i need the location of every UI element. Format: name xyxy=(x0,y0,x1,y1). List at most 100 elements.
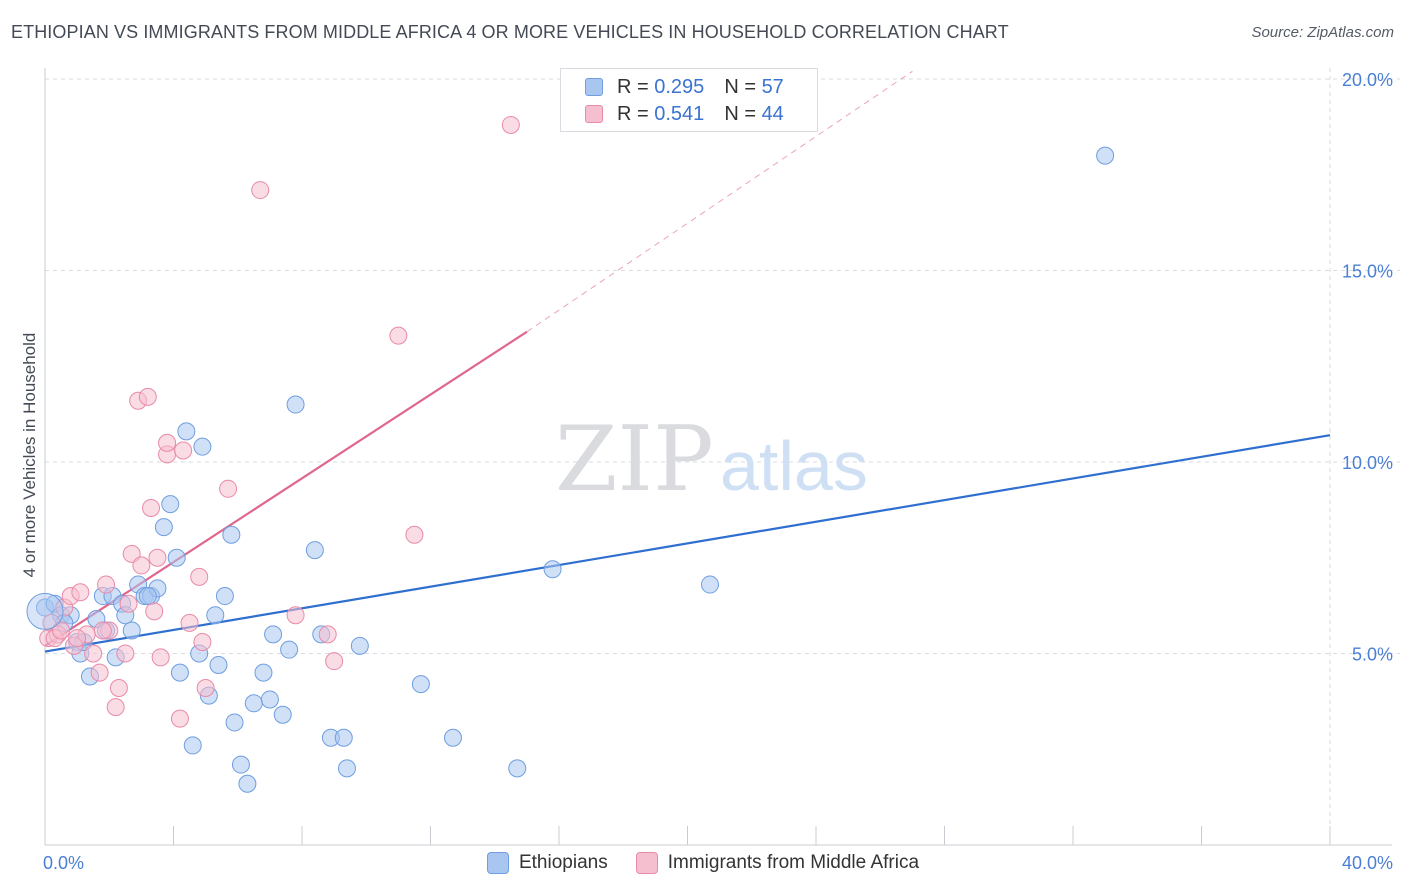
legend-n-label: N = xyxy=(724,75,756,98)
data-point xyxy=(318,625,337,644)
data-point xyxy=(222,525,241,544)
data-point xyxy=(411,675,430,694)
legend-swatch-pink xyxy=(585,105,603,123)
data-point xyxy=(196,678,215,697)
data-point xyxy=(700,575,719,594)
data-point xyxy=(193,633,212,652)
data-points xyxy=(26,115,1115,793)
data-point xyxy=(543,560,562,579)
data-point xyxy=(443,728,462,747)
data-point xyxy=(154,518,173,537)
legend-row-middle-africa: R = 0.541 N = 44 xyxy=(585,101,784,127)
legend-n-label: N = xyxy=(724,102,756,125)
y-tick-label: 20.0% xyxy=(1342,70,1393,90)
data-point xyxy=(177,422,196,441)
data-point xyxy=(170,709,189,728)
data-point xyxy=(209,655,228,674)
legend-label-middle-africa: Immigrants from Middle Africa xyxy=(667,852,920,873)
tick-labels: 5.0% 10.0% 15.0% 20.0% 0.0% 40.0% xyxy=(43,70,1393,873)
data-point xyxy=(350,636,369,655)
axes xyxy=(44,68,1392,846)
legend-item-ethiopians[interactable]: Ethiopians xyxy=(486,852,608,874)
data-point xyxy=(151,648,170,667)
data-point xyxy=(71,583,90,602)
y-tick-label: 5.0% xyxy=(1352,645,1393,665)
data-point xyxy=(225,713,244,732)
data-point xyxy=(158,433,177,452)
data-point xyxy=(148,548,167,567)
data-point xyxy=(501,115,520,134)
data-point xyxy=(1096,146,1115,165)
y-tick-label: 10.0% xyxy=(1342,453,1393,473)
data-point xyxy=(206,606,225,625)
watermark-atlas: atlas xyxy=(720,427,868,505)
data-point xyxy=(122,544,141,563)
trendline xyxy=(44,330,528,647)
chart-title: ETHIOPIAN VS IMMIGRANTS FROM MIDDLE AFRI… xyxy=(11,22,1009,42)
watermark: ZIP atlas xyxy=(555,407,868,512)
legend-item-middle-africa[interactable]: Immigrants from Middle Africa xyxy=(635,852,920,874)
correlation-legend: R = 0.295 N = 57 R = 0.541 N = 44 xyxy=(560,68,818,132)
data-point xyxy=(180,613,199,632)
source-label: Source: ZipAtlas.com xyxy=(1251,24,1394,41)
data-point xyxy=(84,644,103,663)
data-point xyxy=(97,575,116,594)
data-point xyxy=(405,525,424,544)
legend-n-value: 57 xyxy=(761,75,784,98)
data-point xyxy=(260,690,279,709)
data-point-cluster xyxy=(26,592,64,630)
trendlines xyxy=(44,70,1331,653)
y-tick-label: 15.0% xyxy=(1342,262,1393,282)
data-point xyxy=(238,774,257,793)
data-point xyxy=(389,326,408,345)
series-legend: Ethiopians Immigrants from Middle Africa xyxy=(0,852,1406,874)
data-point xyxy=(190,567,209,586)
data-point xyxy=(273,705,292,724)
data-point xyxy=(167,548,186,567)
legend-r-label: R = xyxy=(617,75,649,98)
data-point xyxy=(183,736,202,755)
data-point xyxy=(325,652,344,671)
data-point xyxy=(116,644,135,663)
data-point xyxy=(170,663,189,682)
trendline xyxy=(526,70,913,333)
data-point xyxy=(138,587,157,606)
data-point xyxy=(93,621,112,640)
data-point xyxy=(264,625,283,644)
data-point xyxy=(231,755,250,774)
data-point xyxy=(508,759,527,778)
data-point xyxy=(334,728,353,747)
data-point xyxy=(219,479,238,498)
data-point xyxy=(122,621,141,640)
data-point xyxy=(254,663,273,682)
data-point xyxy=(174,441,193,460)
x-tick-label: 40.0% xyxy=(1342,853,1393,873)
trendline xyxy=(44,434,1331,653)
data-point xyxy=(286,606,305,625)
data-point xyxy=(138,387,157,406)
data-point xyxy=(244,694,263,713)
data-point xyxy=(337,759,356,778)
data-point xyxy=(145,602,164,621)
data-point xyxy=(193,437,212,456)
legend-label-ethiopians: Ethiopians xyxy=(518,852,608,873)
legend-n-value: 44 xyxy=(761,102,784,125)
data-point xyxy=(132,556,151,575)
y-axis-title: 4 or more Vehicles in Household xyxy=(20,333,39,578)
data-point xyxy=(305,541,324,560)
data-point xyxy=(142,498,161,517)
data-point xyxy=(119,594,138,613)
data-point xyxy=(215,587,234,606)
legend-swatch-ethiopians xyxy=(486,852,509,874)
data-point xyxy=(106,698,125,717)
data-point xyxy=(280,640,299,659)
data-point xyxy=(109,678,128,697)
legend-r-value: 0.295 xyxy=(654,75,705,98)
x-tick-label: 0.0% xyxy=(43,853,84,873)
data-point xyxy=(68,629,87,648)
legend-r-value: 0.541 xyxy=(654,102,705,125)
data-point xyxy=(52,621,71,640)
legend-row-ethiopians: R = 0.295 N = 57 xyxy=(585,74,784,100)
data-point xyxy=(161,495,180,514)
